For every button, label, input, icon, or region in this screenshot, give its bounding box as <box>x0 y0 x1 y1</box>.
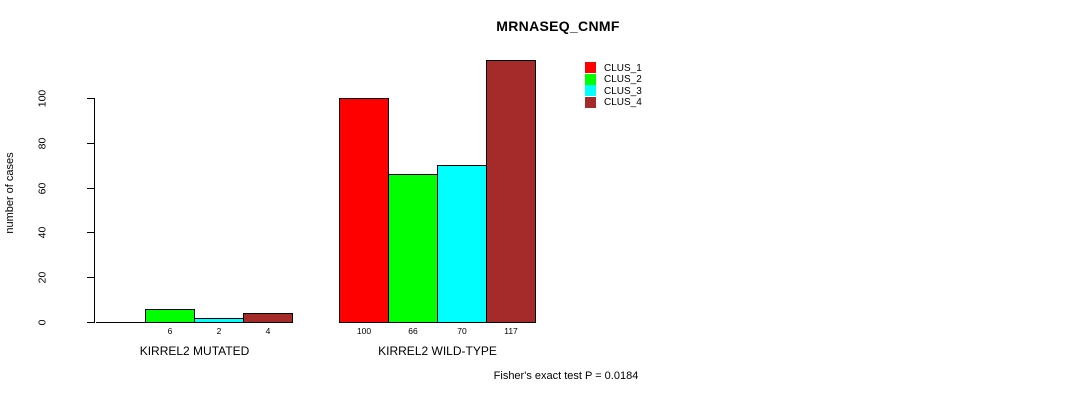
bar-value-label: 66 <box>408 326 418 336</box>
bar-clus_1-wild-type <box>339 98 389 323</box>
bar-clus_2-wild-type <box>388 174 438 323</box>
bar-clus_4-mutated <box>243 313 293 323</box>
legend-label: CLUS_3 <box>604 85 642 97</box>
bar-value-label: 70 <box>457 326 467 336</box>
bar-clus_4-wild-type <box>486 60 536 323</box>
bar-value-label: 100 <box>356 326 372 336</box>
chart-title: MRNASEQ_CNMF <box>496 18 620 34</box>
bar-value-label: 4 <box>265 326 271 336</box>
y-tick-mark <box>87 188 94 189</box>
bar-clus_1-mutated <box>96 322 146 323</box>
y-axis-title: number of cases <box>4 152 16 234</box>
x-group-label: KIRREL2 WILD-TYPE <box>378 344 497 358</box>
bar-clus_2-mutated <box>145 309 195 323</box>
bar-value-label: 117 <box>504 326 518 336</box>
bar-clus_3-wild-type <box>437 165 487 323</box>
bar-value-label: 2 <box>216 326 222 336</box>
y-tick-label: 100 <box>36 89 49 108</box>
y-tick-mark <box>87 277 94 278</box>
y-tick-mark <box>87 143 94 144</box>
bar-clus_3-mutated <box>194 318 244 323</box>
legend-swatch-icon <box>585 85 596 96</box>
legend-swatch-icon <box>585 73 596 85</box>
y-tick-label: 20 <box>36 271 49 284</box>
y-tick-label: 60 <box>36 182 49 195</box>
y-tick-mark <box>87 232 94 233</box>
y-tick-mark <box>87 322 94 323</box>
legend-swatch-icon <box>585 62 596 73</box>
x-group-label: KIRREL2 MUTATED <box>139 344 250 358</box>
y-tick-label: 40 <box>36 226 49 239</box>
legend-label: CLUS_1 <box>604 62 642 74</box>
legend-swatch-icon <box>585 96 596 108</box>
bar-value-label: 6 <box>167 326 173 336</box>
y-tick-label: 0 <box>36 319 49 326</box>
y-tick-label: 80 <box>36 137 49 150</box>
legend-label: CLUS_2 <box>604 74 642 85</box>
annotation-text: Fisher's exact test P = 0.0184 <box>493 370 639 382</box>
legend-label: CLUS_4 <box>604 97 642 108</box>
y-axis-line <box>94 98 95 323</box>
y-tick-mark <box>87 98 94 99</box>
